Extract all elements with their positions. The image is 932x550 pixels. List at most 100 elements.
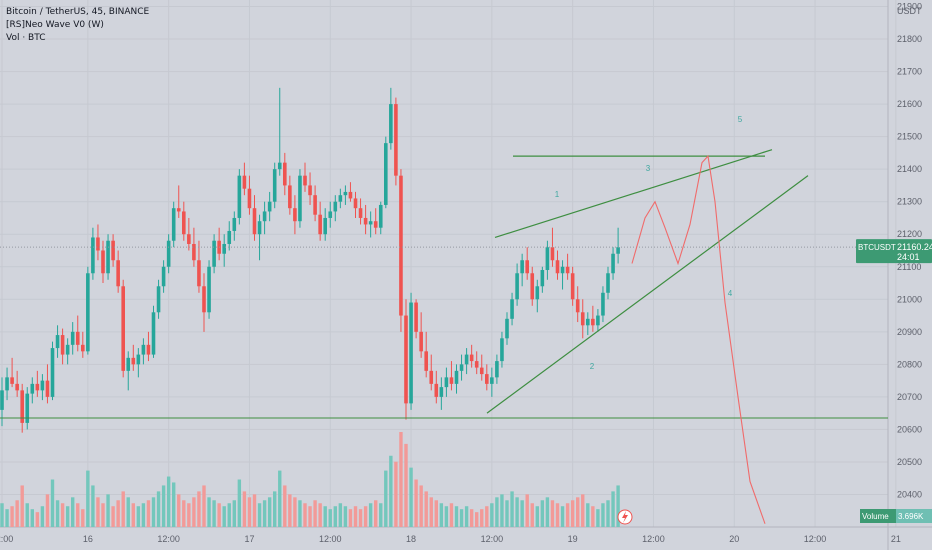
candle-body[interactable]	[5, 377, 9, 391]
candle-body[interactable]	[358, 208, 363, 218]
candle-body[interactable]	[500, 338, 504, 362]
candle-body[interactable]	[580, 312, 585, 326]
candle-body[interactable]	[176, 208, 181, 212]
candle-body[interactable]	[116, 260, 120, 287]
candle-body[interactable]	[555, 260, 560, 274]
candle-body[interactable]	[187, 234, 191, 244]
candle-body[interactable]	[485, 374, 489, 384]
candle-body[interactable]	[35, 383, 40, 391]
candle-body[interactable]	[192, 243, 196, 261]
candle-body[interactable]	[0, 390, 4, 410]
candle-body[interactable]	[55, 335, 60, 349]
candle-body[interactable]	[121, 286, 125, 371]
candle-body[interactable]	[535, 286, 540, 300]
candle-body[interactable]	[25, 393, 30, 423]
candle-body[interactable]	[464, 354, 469, 365]
candle-body[interactable]	[469, 354, 474, 362]
candle-body[interactable]	[394, 104, 398, 176]
indicator-label[interactable]: [RS]Neo Wave V0 (W)	[6, 20, 104, 30]
candle-body[interactable]	[146, 344, 151, 355]
candle-body[interactable]	[75, 331, 80, 345]
candle-body[interactable]	[389, 104, 393, 144]
candle-body[interactable]	[161, 266, 166, 287]
candle-body[interactable]	[20, 390, 24, 423]
candle-body[interactable]	[222, 243, 226, 254]
candle-body[interactable]	[525, 260, 529, 274]
candle-body[interactable]	[348, 191, 353, 199]
candle-body[interactable]	[252, 208, 257, 235]
candle-body[interactable]	[399, 175, 403, 316]
candle-body[interactable]	[606, 273, 610, 293]
candle-body[interactable]	[424, 351, 428, 371]
candle-body[interactable]	[318, 214, 322, 235]
candle-body[interactable]	[338, 195, 343, 202]
candle-body[interactable]	[505, 318, 509, 339]
candle-body[interactable]	[272, 169, 277, 202]
candle-body[interactable]	[288, 185, 292, 209]
candle-body[interactable]	[136, 354, 141, 365]
candle-body[interactable]	[207, 266, 211, 313]
candle-body[interactable]	[409, 302, 413, 404]
candle-body[interactable]	[343, 191, 348, 196]
candle-body[interactable]	[151, 312, 156, 355]
candle-body[interactable]	[495, 361, 499, 378]
candle-body[interactable]	[490, 377, 494, 384]
candle-body[interactable]	[262, 211, 267, 222]
candle-body[interactable]	[565, 266, 570, 274]
candle-body[interactable]	[227, 230, 232, 244]
candle-body[interactable]	[384, 143, 388, 205]
candle-body[interactable]	[520, 260, 524, 274]
candle-body[interactable]	[171, 208, 176, 241]
trendline[interactable]	[494, 149, 773, 239]
candle-body[interactable]	[560, 266, 565, 274]
candle-body[interactable]	[353, 198, 358, 209]
candle-body[interactable]	[15, 383, 19, 391]
candle-body[interactable]	[308, 185, 312, 196]
candle-body[interactable]	[444, 377, 449, 388]
candle-body[interactable]	[540, 270, 545, 287]
candle-body[interactable]	[96, 237, 100, 251]
candle-body[interactable]	[378, 204, 383, 228]
trendline[interactable]	[486, 175, 809, 414]
candle-body[interactable]	[434, 383, 439, 397]
symbol-title[interactable]: Bitcoin / TetherUS, 45, BINANCE	[6, 7, 150, 17]
candle-body[interactable]	[404, 315, 408, 404]
candle-body[interactable]	[257, 221, 262, 235]
candle-body[interactable]	[323, 217, 327, 235]
candle-body[interactable]	[10, 377, 14, 384]
candle-body[interactable]	[439, 387, 444, 397]
candle-body[interactable]	[182, 211, 186, 235]
candle-body[interactable]	[50, 348, 55, 397]
candle-body[interactable]	[454, 370, 459, 384]
candle-body[interactable]	[40, 380, 45, 391]
candle-body[interactable]	[111, 240, 115, 261]
candle-body[interactable]	[166, 240, 171, 267]
candle-body[interactable]	[545, 247, 550, 271]
candle-body[interactable]	[126, 357, 131, 371]
candle-body[interactable]	[65, 344, 70, 355]
candle-body[interactable]	[419, 331, 423, 352]
candle-body[interactable]	[30, 383, 35, 394]
candle-body[interactable]	[570, 273, 575, 300]
candle-body[interactable]	[414, 302, 418, 332]
candle-body[interactable]	[91, 237, 95, 274]
candle-body[interactable]	[86, 273, 90, 352]
candle-body[interactable]	[510, 299, 514, 319]
candle-body[interactable]	[267, 201, 272, 212]
candle-body[interactable]	[449, 377, 454, 384]
candle-body[interactable]	[368, 221, 373, 225]
candle-body[interactable]	[60, 335, 65, 355]
candle-body[interactable]	[616, 247, 620, 254]
candle-body[interactable]	[283, 162, 287, 186]
candle-body[interactable]	[237, 175, 242, 218]
candle-body[interactable]	[212, 240, 216, 267]
candle-body[interactable]	[515, 273, 519, 300]
candle-body[interactable]	[202, 286, 206, 313]
candle-body[interactable]	[156, 286, 161, 313]
candle-body[interactable]	[333, 201, 338, 212]
candle-body[interactable]	[247, 188, 252, 209]
candle-body[interactable]	[530, 273, 535, 300]
candle-body[interactable]	[596, 315, 600, 326]
